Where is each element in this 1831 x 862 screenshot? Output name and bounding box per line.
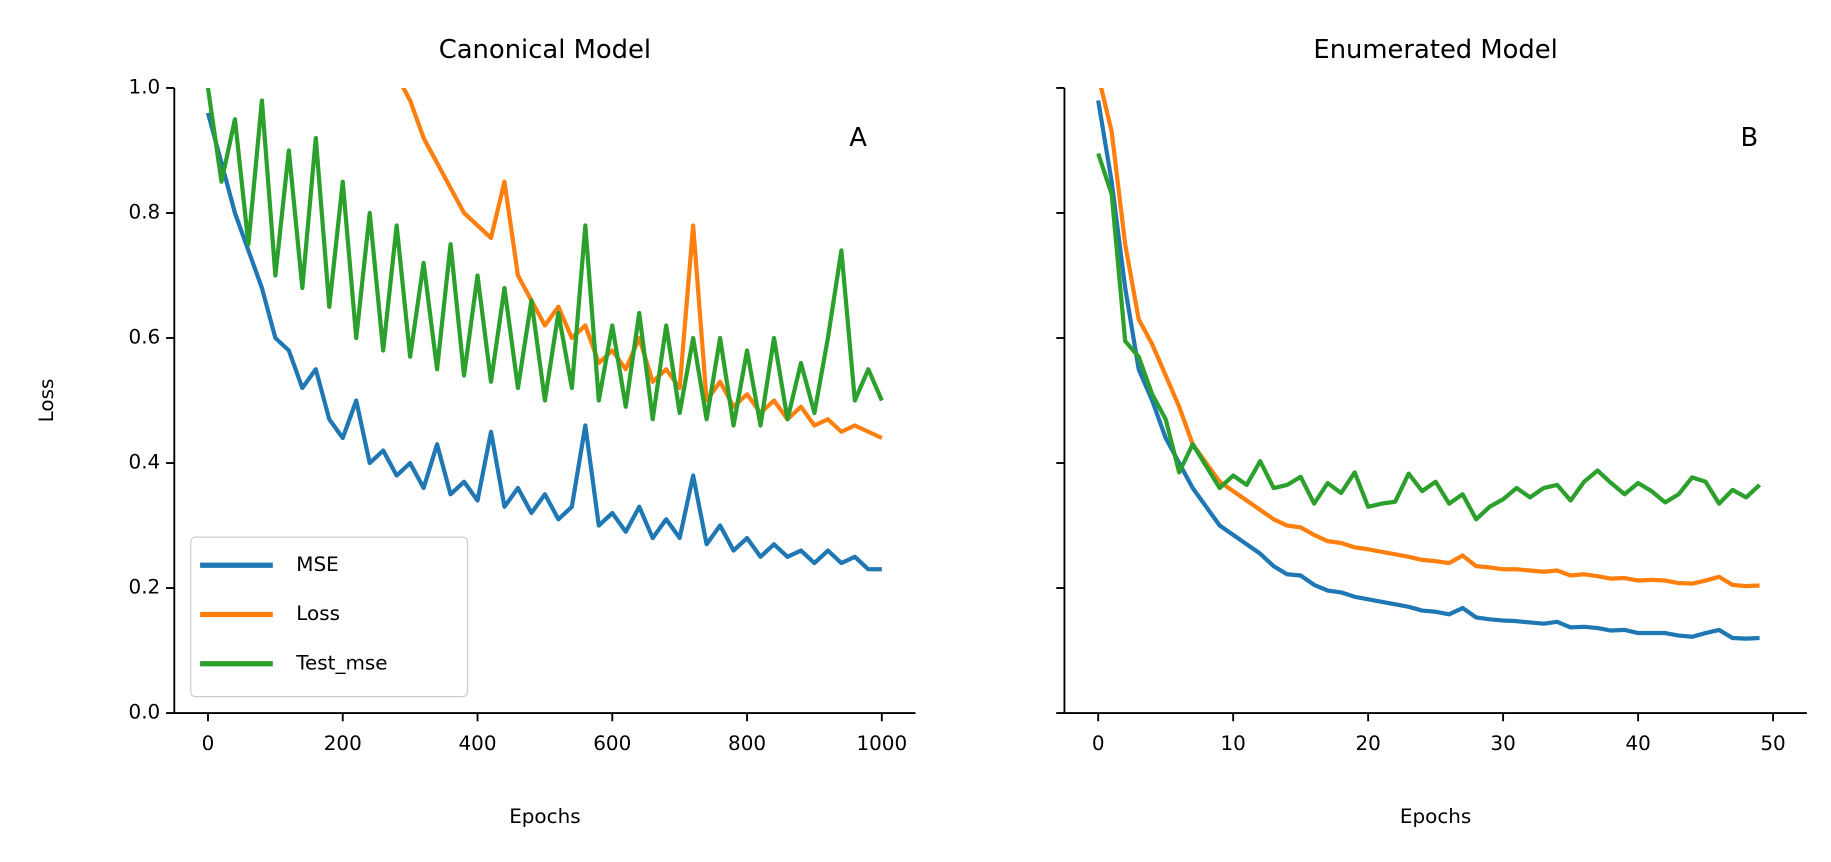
x-tick-label: 1000 <box>856 732 907 755</box>
legend-label: Loss <box>296 602 340 625</box>
chart-title: Enumerated Model <box>1313 35 1557 65</box>
x-axis-label: Epochs <box>1400 805 1471 828</box>
x-tick-label: 600 <box>593 732 631 755</box>
x-tick-label: 40 <box>1625 732 1650 755</box>
y-tick-label: 0.8 <box>129 200 161 223</box>
x-tick-label: 0 <box>202 732 215 755</box>
series-line <box>1099 87 1760 589</box>
x-tick-label: 0 <box>1092 732 1105 755</box>
panel-label: A <box>849 123 867 153</box>
x-tick-label: 20 <box>1355 732 1380 755</box>
series-line <box>205 87 884 428</box>
x-tick-label: 50 <box>1760 732 1785 755</box>
y-tick-label: 1.0 <box>129 75 161 98</box>
series-line <box>205 112 882 572</box>
series-line <box>400 87 883 440</box>
x-tick-label: 30 <box>1490 732 1515 755</box>
x-tick-label: 200 <box>324 732 362 755</box>
y-tick-label: 0.6 <box>129 325 161 348</box>
x-tick-label: 400 <box>459 732 497 755</box>
chart-title: Canonical Model <box>439 35 651 65</box>
series-line <box>1096 152 1762 522</box>
y-tick-label: 0.4 <box>129 451 161 474</box>
legend-label: MSE <box>296 553 338 576</box>
y-tick-label: 0.2 <box>129 576 161 599</box>
panel-label: B <box>1741 123 1759 153</box>
x-tick-label: 800 <box>728 732 766 755</box>
legend-label: Test_mse <box>295 651 387 674</box>
legend-box <box>190 536 469 698</box>
x-axis-label: Epochs <box>509 805 580 828</box>
series-line <box>1096 100 1760 641</box>
y-tick-label: 0.0 <box>129 701 161 724</box>
y-axis-label: Loss <box>35 379 58 423</box>
x-tick-label: 10 <box>1220 732 1245 755</box>
